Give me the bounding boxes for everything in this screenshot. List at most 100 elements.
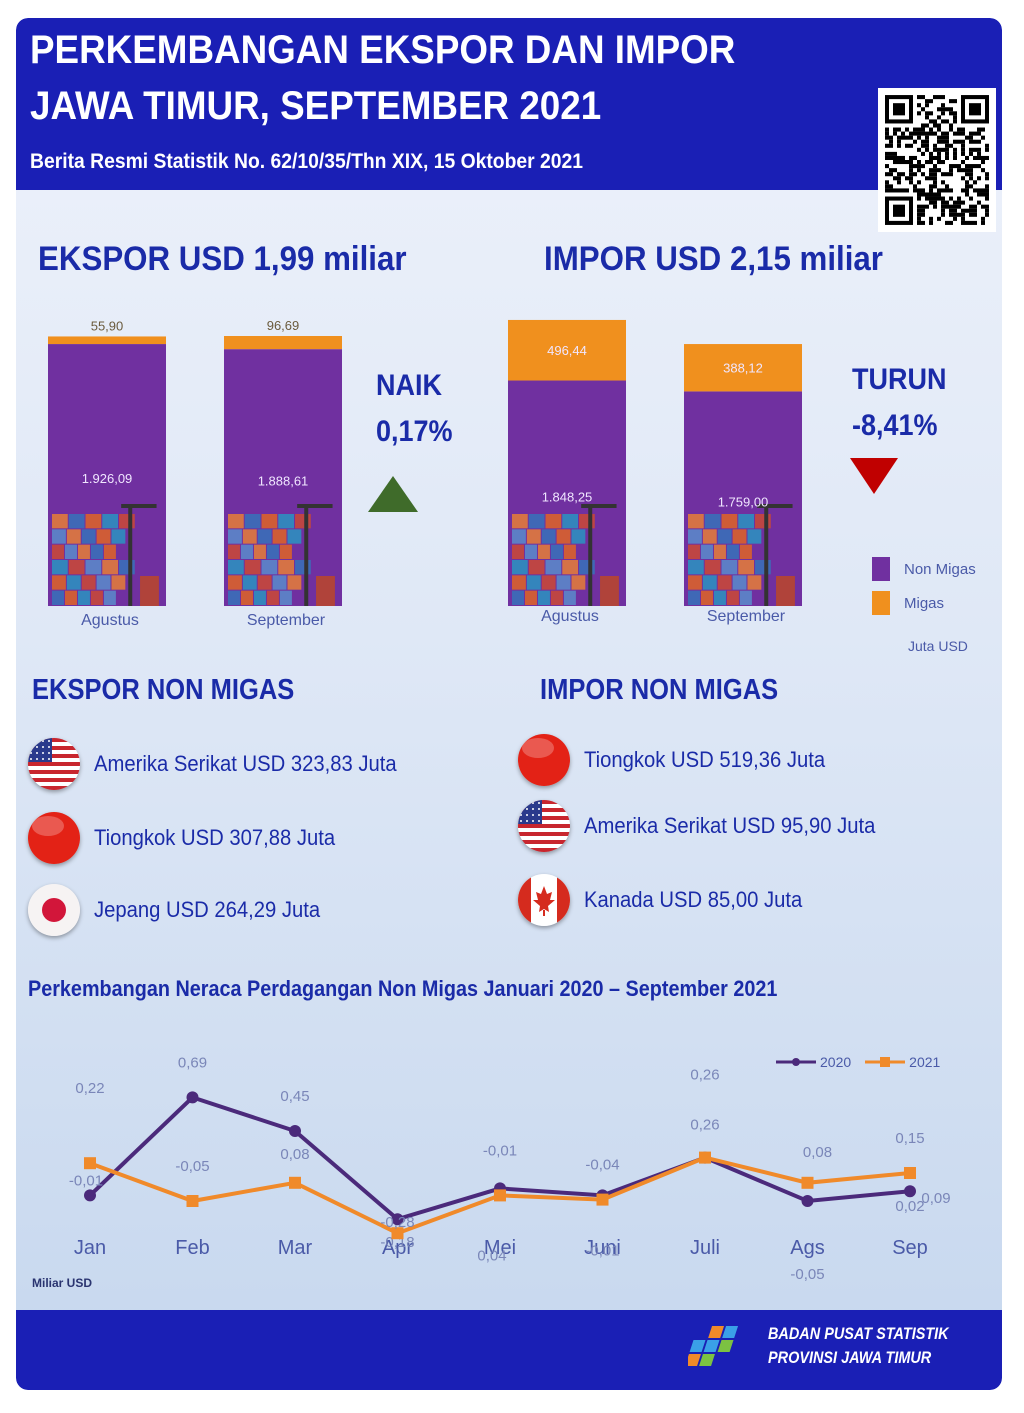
data-label-2020-Jan: -0,01: [69, 1172, 103, 1189]
qr-code-icon[interactable]: [878, 88, 996, 232]
legend-label-non-migas: Non Migas: [904, 560, 976, 578]
line-legend-item-2020: 2020: [776, 1054, 851, 1070]
point-2020-Ags: [801, 1195, 814, 1207]
ekspor-bar-image-0: [52, 504, 159, 606]
canada-flag-icon: [518, 874, 570, 926]
point-2020-Apr: [391, 1213, 404, 1226]
ekspor-headline: EKSPOR USD 1,99 miliar: [38, 240, 407, 278]
usa-flag-icon: [518, 800, 570, 852]
footer-org-line1: BADAN PUSAT STATISTIK: [768, 1324, 949, 1343]
data-label-2020-Mar: 0,45: [280, 1088, 309, 1105]
impor-change-label: TURUN: [852, 363, 947, 396]
china-flag-icon: [518, 734, 570, 786]
footer-org-line2: PROVINSI JAWA TIMUR: [768, 1348, 932, 1367]
point-2021-Mei: [494, 1189, 506, 1202]
x-tick-label-1: Feb: [175, 1237, 209, 1259]
line-legend-swatch-2021: [865, 1057, 906, 1067]
impor-cat-agustus: Agustus: [541, 608, 599, 625]
point-2021-Juni: [596, 1193, 609, 1206]
point-2021-Juli: [699, 1151, 711, 1164]
legend-item-migas: Migas: [872, 586, 976, 620]
data-label-2021-Juli: 0,26: [690, 1067, 719, 1084]
data-label-2020-Ags: -0,05: [790, 1266, 824, 1283]
legend-swatch-migas: [872, 591, 890, 615]
point-2021-Apr: [391, 1227, 404, 1240]
legend-label-migas: Migas: [904, 594, 945, 612]
ekspor-country-3: Jepang USD 264,29 Juta: [28, 884, 340, 936]
ekspor-change-value: 0,17%: [376, 415, 453, 448]
bar-legend: Non Migas Migas: [872, 552, 976, 620]
point-2021-Jan: [84, 1157, 96, 1170]
data-label-2020-Sep: 0,02: [895, 1198, 924, 1215]
point-2021-Mar: [289, 1176, 301, 1189]
ekspor-change-label: NAIK: [376, 369, 443, 402]
line-chart: Jan Feb Mar Apr Mei Juni Juli Ags Sep -0,01 0,69 0,…: [69, 1054, 951, 1283]
page-title-line1: PERKEMBANGAN EKSPOR DAN IMPOR: [30, 28, 736, 72]
impor-bar-chart: 1.848,25 496,44 1.759,00 388,12: [508, 319, 802, 606]
ekspor-bar-migas-1: [224, 335, 342, 350]
data-label-2021-Apr: -0,28: [380, 1214, 414, 1231]
impor-headline: IMPOR USD 2,15 miliar: [544, 240, 883, 278]
line-legend-item-2021: 2021: [865, 1054, 940, 1070]
ekspor-label-migas-0: 55,90: [91, 318, 124, 333]
ekspor-country-3-text: Jepang USD 264,29 Juta: [94, 897, 321, 922]
impor-non-migas-title: IMPOR NON MIGAS: [540, 674, 779, 706]
page-title-line2: JAWA TIMUR, SEPTEMBER 2021: [30, 84, 602, 128]
data-label-2021-Feb: -0,05: [175, 1158, 209, 1175]
bps-logo-icon[interactable]: [688, 1320, 768, 1380]
data-label-2021-Jan: 0,22: [75, 1080, 104, 1097]
x-tick-label-6: Juli: [690, 1237, 720, 1259]
x-tick-label-0: Jan: [74, 1237, 106, 1259]
bar-unit-label: Juta USD: [908, 638, 968, 654]
impor-bar-image-0: [512, 504, 619, 606]
x-tick-label-7: Ags: [790, 1237, 824, 1259]
impor-cat-september: September: [706, 608, 786, 625]
ekspor-country-1-text: Amerika Serikat USD 323,83 Juta: [94, 751, 397, 776]
x-tick-label-3: Apr: [382, 1237, 413, 1259]
impor-bar-migas-1: [684, 344, 802, 392]
impor-label-non-migas-1: 1.759,00: [718, 495, 769, 510]
data-label-2021-Ags: 0,08: [803, 1144, 832, 1161]
footer-banner: BADAN PUSAT STATISTIK PROVINSI JAWA TIMU…: [16, 1310, 1002, 1390]
impor-change-value: -8,41%: [852, 409, 938, 442]
ekspor-bar-migas-0: [48, 336, 166, 345]
impor-country-3: Kanada USD 85,00 Juta: [518, 874, 821, 926]
point-2020-Sep: [904, 1185, 916, 1198]
point-2021-Ags: [801, 1176, 814, 1189]
legend-item-non-migas: Non Migas: [872, 552, 976, 586]
x-tick-label-5: Juni: [584, 1237, 621, 1259]
line-chart-title: Perkembangan Neraca Perdagangan Non Miga…: [28, 976, 778, 1001]
ekspor-label-non-migas-0: 1.926,09: [82, 471, 133, 486]
ekspor-country-1: Amerika Serikat USD 323,83 Juta: [28, 738, 423, 790]
line-legend: 2020 2021: [776, 1054, 940, 1070]
data-label-2020-Mei: 0,04: [477, 1247, 506, 1264]
data-label-2020-Juli: 0,26: [690, 1117, 719, 1134]
x-tick-label-4: Mei: [484, 1237, 516, 1259]
impor-country-2-text: Amerika Serikat USD 95,90 Juta: [584, 813, 876, 838]
data-label-2020-Juni: -0,01: [585, 1242, 619, 1259]
point-2020-Feb: [186, 1091, 199, 1104]
point-2020-Mar: [289, 1125, 301, 1137]
ekspor-non-migas-title: EKSPOR NON MIGAS: [32, 674, 295, 706]
impor-country-3-text: Kanada USD 85,00 Juta: [584, 887, 803, 912]
line-legend-swatch-2020: [776, 1058, 816, 1066]
ekspor-country-2-text: Tiongkok USD 307,88 Juta: [94, 825, 336, 850]
point-2020-Jan: [84, 1189, 96, 1202]
line-legend-label-2021: 2021: [909, 1054, 941, 1070]
impor-label-non-migas-0: 1.848,25: [542, 489, 593, 504]
up-triangle-icon: [368, 476, 418, 512]
impor-label-migas-1: 388,12: [723, 361, 763, 376]
data-label-2020-Feb: 0,69: [178, 1054, 207, 1071]
infographic-frame: PERKEMBANGAN EKSPOR DAN IMPOR JAWA TIMUR…: [16, 18, 1002, 1390]
impor-bar-image-1: [688, 504, 795, 606]
line-legend-label-2020: 2020: [820, 1054, 852, 1070]
ekspor-country-2: Tiongkok USD 307,88 Juta: [28, 812, 356, 864]
china-flag-icon: [28, 812, 80, 864]
data-label-2020-Apr: -0,18: [380, 1234, 414, 1251]
ekspor-label-non-migas-1: 1.888,61: [258, 474, 309, 489]
ekspor-bar-image-1: [228, 504, 335, 606]
data-label-2021-Sep: 0,15: [895, 1130, 924, 1147]
impor-country-1: Tiongkok USD 519,36 Juta: [518, 734, 846, 786]
impor-country-2: Amerika Serikat USD 95,90 Juta: [518, 800, 901, 852]
impor-bar-migas-0: [508, 319, 626, 381]
